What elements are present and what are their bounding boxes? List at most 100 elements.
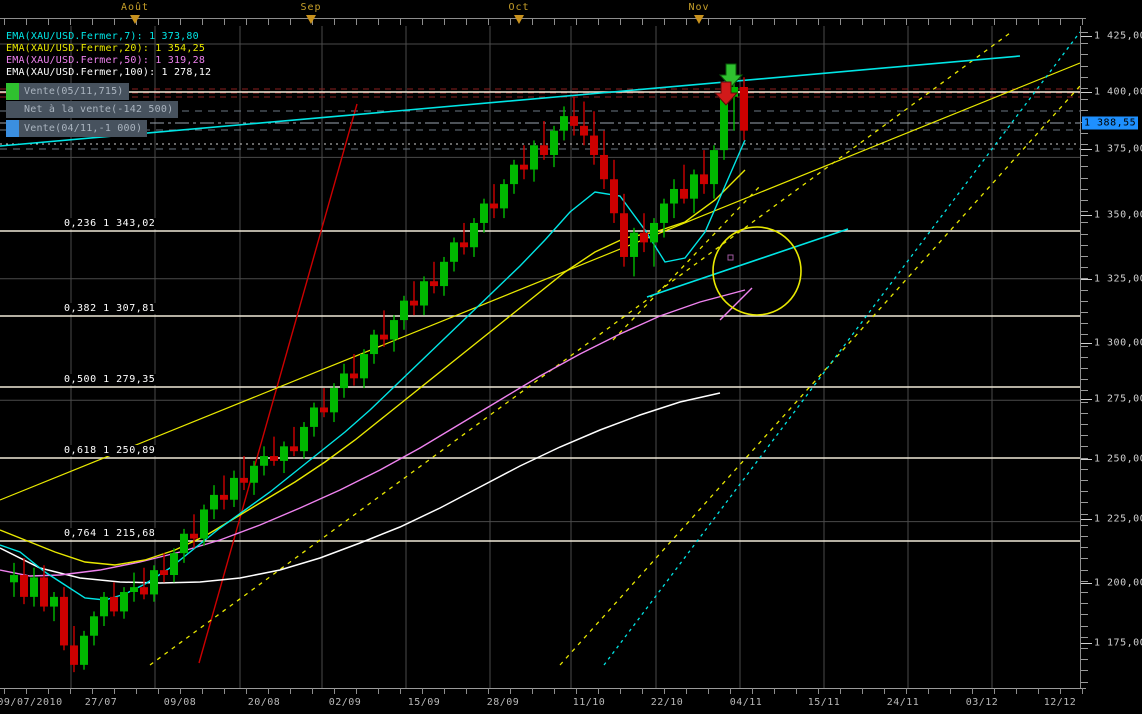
ema-legend-7[interactable]: EMA(XAU/USD.Fermer,7): 1 373,80 [6, 31, 199, 42]
order-sell-0411[interactable]: Vente(04/11,-1 000) [6, 120, 148, 137]
month-tick [730, 18, 731, 25]
candle [370, 329, 378, 364]
month-tick [862, 18, 863, 25]
chart-plot-area[interactable]: 0,236 1 343,02 0,382 1 307,81 0,500 1 279,… [0, 26, 1080, 688]
month-label: Oct [508, 2, 530, 13]
price-axis-label: 1 175,00 [1094, 637, 1142, 649]
month-tick [972, 18, 973, 25]
candle [740, 77, 748, 141]
month-tick [290, 18, 291, 25]
ema-legend-100[interactable]: EMA(XAU/USD.Fermer,100): 1 278,12 [6, 67, 212, 78]
price-tick-major [1081, 36, 1092, 37]
fib-0618: 0,618 1 250,89 [62, 445, 158, 456]
price-tick [1081, 256, 1088, 257]
month-tick [950, 18, 951, 25]
price-tick [1081, 659, 1088, 661]
date-tick [972, 688, 973, 694]
month-tick [686, 18, 687, 25]
candle [620, 193, 628, 267]
date-tick [928, 688, 929, 694]
candle [80, 630, 88, 670]
month-tick [400, 18, 401, 25]
date-axis-label: 28/09 [486, 697, 520, 708]
price-axis-label: 1 250,00 [1094, 453, 1142, 465]
price-axis-label: 1 300,00 [1094, 337, 1142, 349]
candle [590, 111, 598, 165]
price-tick [1081, 379, 1088, 381]
price-tick [1081, 592, 1088, 593]
month-tick [224, 18, 225, 25]
ema-legend-50[interactable]: EMA(XAU/USD.Fermer,50): 1 319,28 [6, 55, 206, 66]
date-tick [334, 688, 335, 694]
candle [460, 222, 468, 255]
candle [340, 363, 348, 398]
price-tick [1081, 424, 1088, 425]
price-axis-label: 1 375,00 [1094, 143, 1142, 155]
date-axis-label: 02/09 [328, 697, 362, 708]
candle [270, 436, 278, 466]
candle [200, 504, 208, 546]
date-axis-label: 22/10 [650, 697, 684, 708]
ema-legend-20[interactable]: EMA(XAU/USD.Fermer,20): 1 354,25 [6, 43, 206, 54]
date-tick [598, 688, 599, 694]
price-axis[interactable]: 1 425,00 1 400,00 1 375,00 1 350,00 1 325,00… [1080, 26, 1142, 688]
candle [190, 514, 198, 549]
order-label: Vente(05/11,715) [19, 83, 129, 100]
price-tick [1081, 43, 1088, 45]
order-lines [0, 88, 1080, 150]
order-sell-0511[interactable]: Vente(05/11,715) [6, 83, 129, 100]
date-tick [576, 688, 577, 694]
date-tick [246, 688, 247, 694]
month-tick [488, 18, 489, 25]
current-price-tag[interactable]: 1 388,55 [1082, 116, 1139, 130]
price-tick [1081, 603, 1088, 605]
candle [240, 456, 248, 491]
month-tick [1082, 18, 1083, 25]
order-label: Net à la vente(-142 500) [19, 101, 179, 118]
candle [420, 276, 428, 316]
date-tick [950, 688, 951, 694]
month-marker-arrow-icon [130, 15, 140, 24]
date-tick [906, 688, 907, 694]
price-tick [1081, 300, 1088, 302]
order-net-sell[interactable]: Net à la vente(-142 500) [6, 101, 179, 118]
month-tick [1038, 18, 1039, 25]
candle [520, 145, 528, 180]
price-tick [1081, 670, 1088, 672]
candle [110, 582, 118, 617]
date-tick [708, 688, 709, 694]
date-axis[interactable]: 09/07/2010 27/07 09/08 20/08 02/09 15/09 28/09… [0, 688, 1142, 714]
candle [70, 626, 78, 673]
date-axis-label: 15/09 [407, 697, 441, 708]
date-tick [686, 688, 687, 694]
date-tick [884, 688, 885, 694]
candle [170, 548, 178, 583]
date-tick [818, 688, 819, 694]
price-tick [1081, 625, 1088, 627]
month-tick [576, 18, 577, 25]
month-tick [1016, 18, 1017, 25]
date-tick [92, 688, 93, 694]
price-tick [1081, 547, 1088, 549]
month-marker-arrow-icon [306, 15, 316, 24]
month-tick [774, 18, 775, 25]
price-tick-major [1081, 459, 1092, 460]
month-tick [92, 18, 93, 25]
month-axis: Août Sep Oct Nov [0, 0, 1142, 26]
price-tick [1081, 32, 1088, 33]
month-tick [884, 18, 885, 25]
price-tick [1081, 155, 1088, 157]
month-tick [26, 18, 27, 25]
date-tick [488, 688, 489, 694]
candle [490, 184, 498, 219]
month-tick [532, 18, 533, 25]
month-tick [840, 18, 841, 25]
date-tick [70, 688, 71, 694]
price-tick [1081, 88, 1088, 89]
price-tick [1081, 636, 1088, 638]
date-tick [532, 688, 533, 694]
ema-legend: EMA(XAU/USD.Fermer,7): 1 373,80 EMA(XAU/U… [6, 31, 211, 79]
candle [700, 150, 708, 194]
price-tick [1081, 457, 1088, 459]
price-tick [1081, 65, 1088, 67]
